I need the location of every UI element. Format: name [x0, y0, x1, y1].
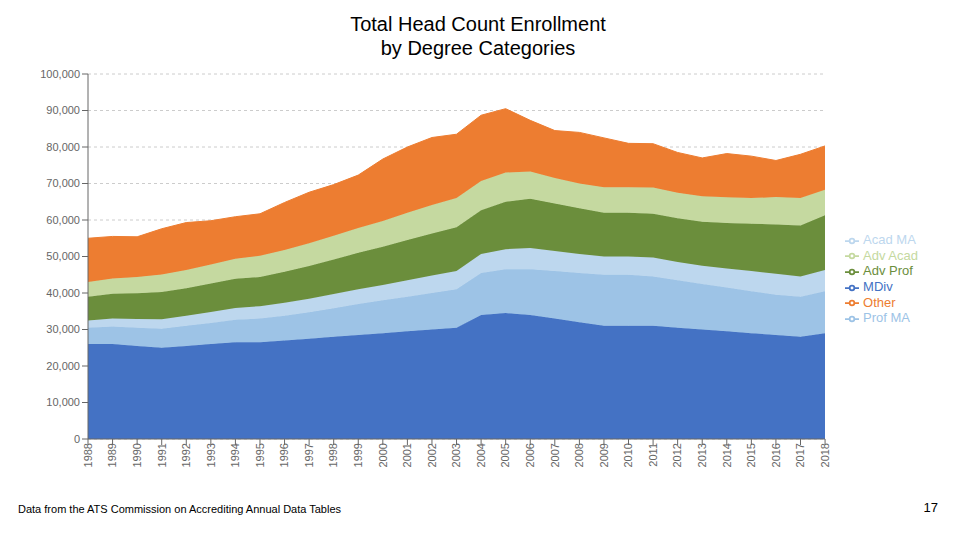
svg-text:1992: 1992: [180, 443, 192, 467]
svg-text:50,000: 50,000: [46, 250, 80, 262]
svg-text:2002: 2002: [426, 443, 438, 467]
svg-text:1997: 1997: [303, 443, 315, 467]
svg-text:2007: 2007: [549, 443, 561, 467]
html-text:Data from the ATS Commission o: Data from the ATS Commission on Accredit…: [18, 503, 341, 515]
svg-text:60,000: 60,000: [46, 214, 80, 226]
svg-text:2011: 2011: [647, 443, 659, 467]
svg-text:2000: 2000: [377, 443, 389, 467]
svg-text:2009: 2009: [598, 443, 610, 467]
svg-text:1990: 1990: [131, 443, 143, 467]
svg-text:1999: 1999: [352, 443, 364, 467]
svg-text:2003: 2003: [450, 443, 462, 467]
svg-text:90,000: 90,000: [46, 104, 80, 116]
svg-text:1991: 1991: [156, 443, 168, 467]
svg-text:2010: 2010: [622, 443, 634, 467]
svg-text:2013: 2013: [696, 443, 708, 467]
svg-text:2004: 2004: [475, 443, 487, 467]
svg-text:1996: 1996: [278, 443, 290, 467]
svg-text:1995: 1995: [254, 443, 266, 467]
svg-text:1988: 1988: [82, 443, 94, 467]
svg-text:10,000: 10,000: [46, 396, 80, 408]
svg-text:40,000: 40,000: [46, 287, 80, 299]
html-text:Adv Prof: Adv Prof: [863, 263, 913, 279]
svg-text:2012: 2012: [671, 443, 683, 467]
html-text:Prof MA: Prof MA: [863, 310, 910, 326]
svg-text:2008: 2008: [573, 443, 585, 467]
svg-text:2016: 2016: [770, 443, 782, 467]
svg-text:80,000: 80,000: [46, 141, 80, 153]
svg-text:1993: 1993: [205, 443, 217, 467]
svg-text:0: 0: [74, 433, 80, 445]
svg-text:1989: 1989: [106, 443, 118, 467]
html-text:Total Head Count Enrollment by: Total Head Count Enrollment by Degree Ca…: [350, 13, 606, 59]
svg-text:2017: 2017: [794, 443, 806, 467]
svg-text:2018: 2018: [819, 443, 831, 467]
html-text:MDiv: MDiv: [863, 279, 893, 294]
html-text:Other: Other: [863, 294, 896, 310]
svg-text:2001: 2001: [401, 443, 413, 467]
svg-text:1994: 1994: [229, 443, 241, 467]
svg-text:2015: 2015: [745, 443, 757, 467]
svg-text:100,000: 100,000: [40, 68, 80, 80]
svg-text:1998: 1998: [327, 443, 339, 467]
svg-text:20,000: 20,000: [46, 360, 80, 372]
html-text:Adv Acad: Adv Acad: [863, 247, 918, 263]
svg-text:2014: 2014: [721, 443, 733, 467]
svg-text:70,000: 70,000: [46, 177, 80, 189]
html-text:17: 17: [923, 500, 938, 515]
svg-text:30,000: 30,000: [46, 323, 80, 335]
svg-text:2006: 2006: [524, 443, 536, 467]
html-text:Acad MA: Acad MA: [863, 232, 916, 248]
svg-text:2005: 2005: [499, 443, 511, 467]
